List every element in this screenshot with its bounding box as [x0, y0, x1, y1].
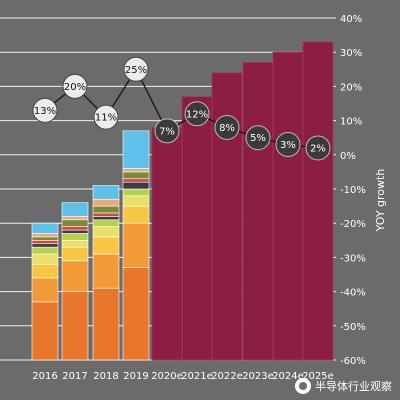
bar-segment — [31, 301, 59, 361]
x-tick-label: 2025e — [302, 371, 334, 382]
bar-segment — [92, 185, 120, 200]
growth-marker — [154, 118, 180, 144]
x-tick-label: 2023e — [242, 371, 274, 382]
bar-segment — [61, 216, 89, 221]
growth-marker — [245, 125, 271, 151]
bar-segment — [31, 240, 59, 245]
y-axis-title: YOY growth — [374, 169, 387, 233]
y-tick-label: -60% — [340, 356, 366, 367]
bar-segment — [122, 130, 150, 169]
y-tick-label: -20% — [340, 219, 366, 230]
watermark: 半导体行业观察 — [295, 378, 392, 394]
growth-marker — [184, 101, 210, 127]
growth-label: 20% — [64, 82, 86, 93]
x-tick-label: 2016 — [32, 371, 57, 382]
bar-segment — [92, 219, 120, 227]
growth-marker — [214, 114, 240, 140]
bar-segment — [92, 205, 120, 214]
watermark-text: 半导体行业观察 — [315, 380, 392, 393]
bar-segment — [122, 222, 150, 268]
x-tick-label: 2020e — [151, 371, 183, 382]
bar-segment — [92, 226, 120, 238]
growth-label: 7% — [159, 126, 175, 137]
bar-segment — [31, 246, 59, 255]
y-tick-label: -40% — [340, 288, 366, 299]
bar-segment — [61, 219, 89, 227]
growth-label: 25% — [125, 65, 147, 76]
growth-label: 11% — [95, 113, 117, 124]
growth-label: 12% — [186, 109, 208, 120]
bar-segment — [92, 216, 120, 221]
bar-segment — [122, 181, 150, 190]
bar-segment — [92, 287, 120, 361]
bar-segment — [61, 260, 89, 292]
growth-label: 2% — [310, 143, 326, 154]
bar-segment — [61, 202, 89, 217]
forecast-bar — [181, 96, 213, 361]
bar-segment — [122, 205, 150, 224]
growth-line — [44, 67, 319, 149]
wechat-logo-icon — [295, 378, 311, 394]
growth-label: 13% — [34, 106, 56, 117]
y-tick-label: -10% — [340, 185, 366, 196]
bar-segment — [61, 240, 89, 248]
bar-segment — [31, 277, 59, 303]
bar-segment — [122, 195, 150, 207]
bar-segment — [61, 291, 89, 361]
bar-segment — [92, 236, 120, 255]
y-tick-label: 30% — [340, 48, 362, 59]
bar-segment — [122, 171, 150, 180]
bar-segment — [122, 267, 150, 361]
bar-segment — [92, 198, 120, 207]
bar-segment — [122, 168, 150, 173]
bar-segment — [61, 233, 89, 241]
growth-label: 3% — [280, 140, 296, 151]
y-tick-label: -30% — [340, 253, 366, 264]
growth-marker — [275, 132, 301, 158]
bar-segment — [31, 243, 59, 248]
growth-marker — [305, 135, 331, 161]
bar-segment — [31, 233, 59, 238]
x-tick-label: 2018 — [93, 371, 118, 382]
x-tick-label: 2017 — [62, 371, 87, 382]
bar-segment — [92, 212, 120, 217]
x-tick-label: 2022e — [211, 371, 243, 382]
growth-marker — [123, 56, 149, 82]
x-tick-label: 2019 — [123, 371, 148, 382]
x-tick-label: 2024e — [272, 371, 304, 382]
bar-segment — [31, 253, 59, 265]
bar-segment — [92, 253, 120, 289]
bar-segment — [61, 229, 89, 234]
x-tick-label: 2021e — [181, 371, 213, 382]
bar-segment — [31, 236, 59, 241]
growth-marker — [32, 97, 58, 123]
bar-segment — [122, 188, 150, 197]
bar-segment — [61, 226, 89, 231]
bar-segment — [61, 246, 89, 262]
forecast-bar — [151, 127, 183, 361]
bar-segment — [122, 178, 150, 183]
bar-segment — [31, 222, 59, 234]
bar-segment — [31, 263, 59, 279]
growth-label: 5% — [250, 133, 266, 144]
y-tick-label: -50% — [340, 322, 366, 333]
y-tick-label: 10% — [340, 117, 362, 128]
y-tick-label: 40% — [340, 14, 362, 25]
y-tick-label: 20% — [340, 82, 362, 93]
y-tick-label: 0% — [340, 151, 356, 162]
growth-marker — [93, 104, 119, 130]
forecast-bar — [242, 62, 274, 361]
growth-label: 8% — [219, 123, 235, 134]
growth-marker — [62, 73, 88, 99]
forecast-bar — [272, 51, 304, 361]
forecast-bar — [302, 41, 334, 361]
